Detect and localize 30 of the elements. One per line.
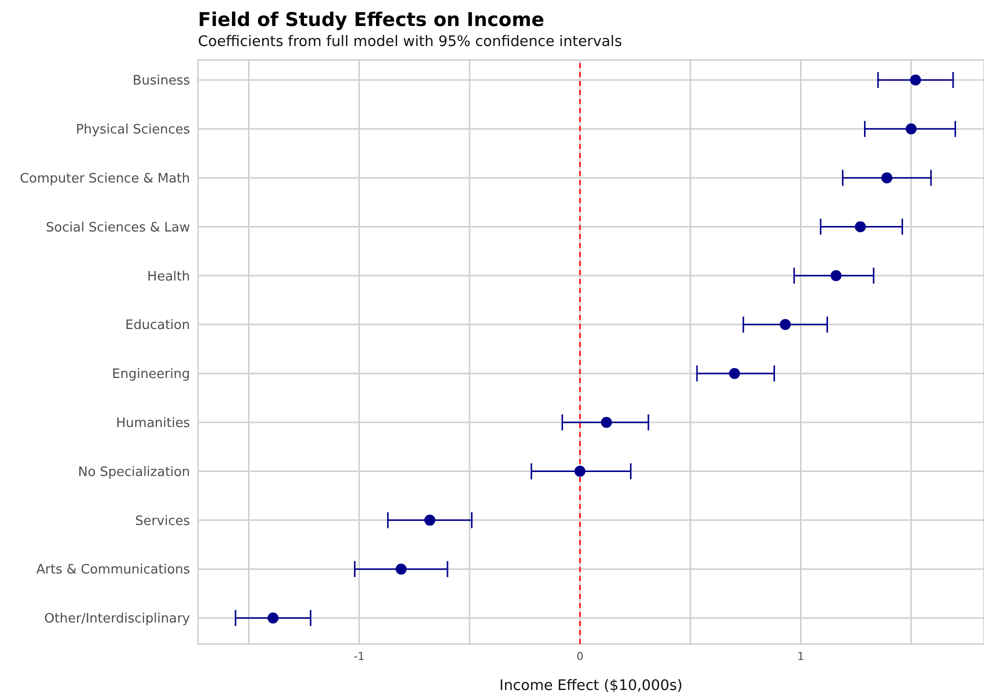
y-tick-label: No Specialization	[78, 464, 190, 480]
y-tick-label: Services	[135, 514, 190, 529]
point	[910, 74, 922, 86]
x-tick-label: 0	[576, 650, 584, 663]
point	[830, 270, 842, 282]
y-tick-label: Education	[125, 318, 190, 334]
chart-subtitle: Coefficients from full model with 95% confidence intervals	[198, 33, 623, 52]
y-tick-label: Computer Science & Math	[20, 171, 190, 186]
y-tick-label: Humanities	[116, 416, 190, 431]
y-tick-label: Engineering	[112, 367, 190, 382]
point	[600, 416, 612, 428]
y-tick-label: Physical Sciences	[76, 122, 190, 138]
point	[424, 514, 436, 526]
y-tick-label: Business	[132, 74, 190, 89]
y-tick-label: Health	[147, 269, 190, 284]
point	[729, 368, 740, 379]
x-tick-label: -1	[354, 650, 365, 663]
x-tick-label: 1	[797, 650, 804, 663]
y-tick-label: Social Sciences & Law	[46, 220, 190, 236]
point	[780, 319, 791, 330]
point	[906, 123, 917, 134]
point	[396, 564, 407, 575]
y-tick-label: Arts & Communications	[36, 562, 190, 578]
y-tick-label: Other/Interdisciplinary	[44, 612, 190, 627]
point	[574, 466, 586, 477]
point	[854, 221, 866, 232]
point	[881, 172, 892, 184]
point	[268, 612, 279, 624]
chart-title: Field of Study Effects on Income	[198, 8, 546, 32]
x-axis-title: Income Effect ($10,000s)	[499, 678, 683, 694]
